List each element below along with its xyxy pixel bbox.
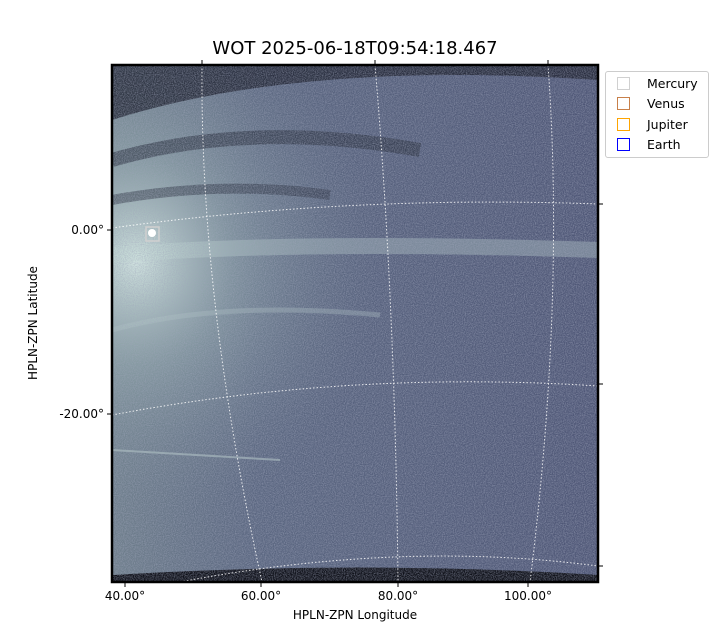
y-tick-label: -20.00° <box>59 407 104 421</box>
legend-label: Jupiter <box>647 116 688 132</box>
venus-swatch-icon <box>617 96 630 110</box>
axes-frame <box>110 63 600 584</box>
mercury-swatch-icon <box>617 76 630 90</box>
y-axis-label: HPLN-ZPN Latitude <box>26 266 40 380</box>
x-tick-label: 40.00° <box>104 589 146 603</box>
legend-label: Mercury <box>647 75 698 91</box>
x-axis-label: HPLN-ZPN Longitude <box>292 608 418 622</box>
legend-item-jupiter: Jupiter <box>617 114 688 134</box>
x-tick-label: 60.00° <box>240 589 282 603</box>
legend-item-mercury: Mercury <box>617 73 698 93</box>
legend-label: Earth <box>647 136 681 152</box>
chart-title: WOT 2025-06-18T09:54:18.467 <box>212 38 498 59</box>
jupiter-swatch-icon <box>617 117 630 131</box>
x-tick-label: 80.00° <box>377 589 419 603</box>
legend: Mercury Venus Jupiter Earth <box>605 71 709 158</box>
tick-marks <box>107 60 603 587</box>
legend-item-venus: Venus <box>617 93 685 113</box>
legend-item-earth: Earth <box>617 134 681 154</box>
coordinate-grid <box>112 65 598 582</box>
earth-swatch-icon <box>617 137 630 151</box>
legend-label: Venus <box>647 95 685 111</box>
y-tick-label: 0.00° <box>71 223 104 237</box>
mercury-marker <box>145 226 160 242</box>
solar-image <box>112 65 598 582</box>
x-tick-label: 100.00° <box>504 589 552 603</box>
